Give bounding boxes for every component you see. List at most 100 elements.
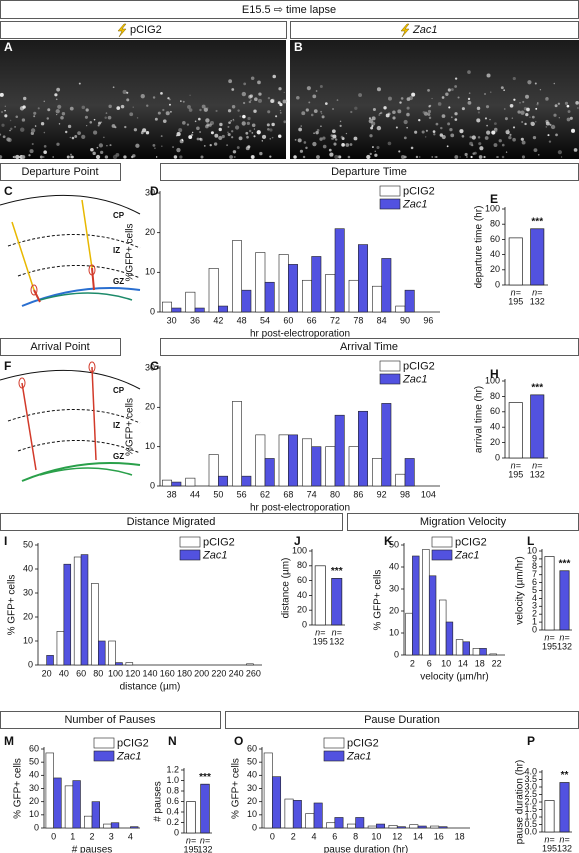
cell-speck	[228, 79, 233, 84]
cell-speck	[341, 142, 345, 147]
cell-speck	[30, 128, 36, 133]
cell-speck	[104, 116, 107, 120]
x-axis-label: # pauses	[72, 845, 113, 853]
n-label: n=	[332, 627, 342, 637]
cell-speck	[448, 106, 451, 109]
cell-speck	[447, 88, 451, 92]
y-axis-label: % GFP+ cells	[231, 758, 242, 819]
cell-speck	[567, 110, 571, 113]
cell-speck	[319, 85, 323, 88]
cell-speck	[112, 86, 115, 89]
bar	[98, 640, 106, 666]
cell-speck	[491, 130, 496, 135]
significance: ***	[531, 383, 543, 394]
cell-speck	[226, 144, 229, 147]
legend-label: pCIG2	[403, 185, 435, 197]
y-tick-label: 0	[150, 480, 155, 490]
cell-speck	[571, 128, 576, 133]
x-tick-label: 30	[167, 315, 177, 325]
y-tick-label: 20	[389, 605, 399, 615]
panel-letter: C	[4, 184, 13, 198]
y-tick-label: 20	[247, 796, 257, 806]
cell-speck	[237, 109, 240, 112]
bar	[72, 780, 81, 829]
cell-speck	[305, 108, 309, 112]
cell-speck	[320, 112, 323, 115]
cell-speck	[493, 143, 498, 147]
cell-speck	[509, 103, 514, 108]
cell-speck	[108, 104, 112, 109]
y-tick-label: 20	[145, 227, 155, 237]
cell-speck	[140, 94, 145, 99]
cell-speck	[52, 156, 55, 158]
cell-speck	[215, 109, 218, 113]
cell-speck	[109, 144, 112, 147]
significance: ***	[559, 558, 571, 569]
x-tick-label: 50	[213, 489, 223, 499]
y-tick-label: 0.4	[166, 806, 179, 816]
y-tick-label: 0	[394, 649, 399, 659]
cell-speck	[312, 141, 317, 147]
y-tick-label: 30	[29, 783, 39, 793]
cell-speck	[513, 98, 516, 101]
cell-speck	[297, 138, 302, 143]
bar	[530, 394, 545, 459]
bar	[559, 570, 570, 631]
cell-speck	[525, 113, 529, 117]
cell-speck	[176, 147, 181, 153]
bar	[462, 641, 470, 656]
cell-speck	[376, 87, 381, 92]
cell-speck	[400, 97, 404, 100]
cell-speck	[483, 155, 486, 159]
cell-speck	[521, 140, 526, 145]
cell-speck	[374, 150, 376, 152]
bar	[334, 414, 345, 487]
cell-speck	[162, 119, 167, 123]
cell-speck	[302, 155, 306, 159]
cell-speck	[441, 134, 446, 140]
cell-speck	[469, 135, 472, 139]
x-axis-label: velocity (µm/hr)	[420, 672, 489, 683]
y-tick-label: 7	[532, 569, 537, 579]
cell-speck	[231, 136, 234, 139]
cell-speck	[532, 136, 537, 140]
legend-label: pCIG2	[347, 737, 379, 749]
cell-speck	[372, 146, 374, 148]
bar	[80, 554, 89, 666]
cell-speck	[56, 142, 60, 146]
cell-speck	[126, 98, 130, 102]
legend-swatch	[179, 536, 201, 548]
bar	[185, 477, 196, 487]
cell-speck	[527, 80, 532, 85]
cell-speck	[56, 87, 61, 92]
cell-speck	[126, 91, 129, 94]
layer-label: CP	[113, 211, 125, 220]
cell-speck	[322, 144, 327, 149]
n-label: 195	[183, 844, 198, 853]
x-tick-label: 20	[42, 668, 52, 678]
bar	[412, 555, 420, 656]
cell-speck	[114, 126, 117, 129]
cell-speck	[230, 120, 232, 122]
cell-speck	[537, 153, 540, 156]
cell-speck	[330, 137, 333, 140]
bar	[232, 240, 242, 313]
cell-speck	[303, 141, 307, 144]
bar	[358, 244, 368, 313]
cell-speck	[545, 97, 549, 101]
cell-speck	[504, 117, 508, 121]
cell-speck	[245, 131, 249, 135]
cell-speck	[484, 136, 489, 140]
cell-speck	[517, 110, 521, 114]
cell-speck	[432, 130, 436, 133]
cell-speck	[77, 131, 81, 136]
bar	[272, 776, 282, 829]
x-tick-label: 4	[128, 831, 133, 841]
cell-speck	[129, 112, 134, 117]
bar	[367, 825, 377, 829]
bar	[255, 434, 266, 487]
cell-speck	[43, 150, 47, 155]
panel-letter: K	[384, 534, 393, 548]
cell-speck	[93, 130, 98, 135]
